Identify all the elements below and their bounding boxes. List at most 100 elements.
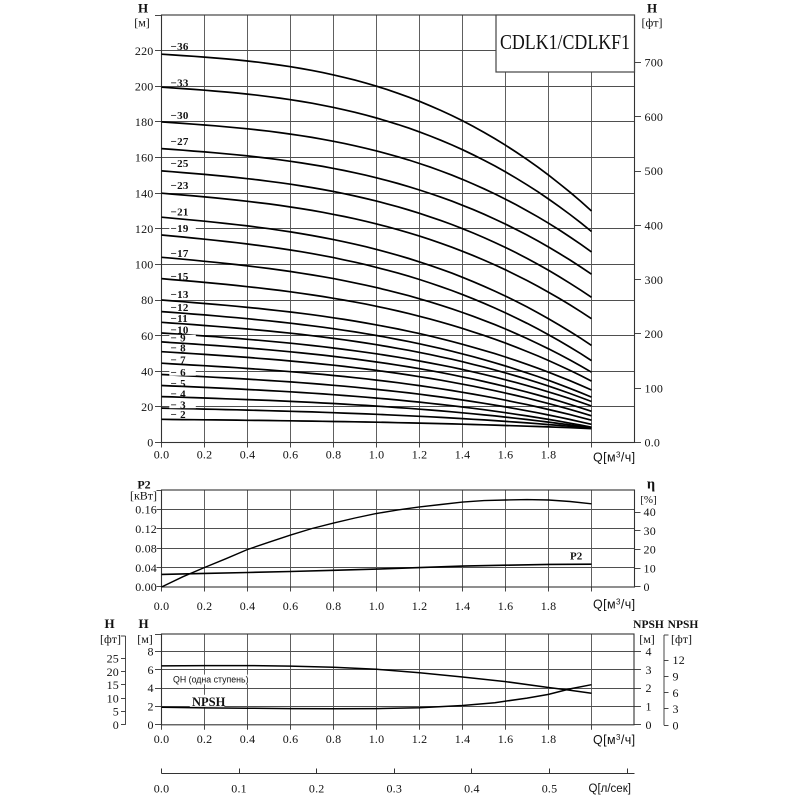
svg-text:600: 600	[645, 110, 664, 124]
svg-text:1: 1	[646, 700, 652, 714]
svg-text:1.4: 1.4	[455, 599, 471, 613]
svg-text:10: 10	[644, 562, 656, 576]
svg-text:0.2: 0.2	[197, 732, 213, 746]
svg-text:1.2: 1.2	[412, 448, 428, 462]
svg-text:− 6: − 6	[171, 367, 187, 379]
svg-text:−13: −13	[171, 289, 189, 301]
svg-text:0.6: 0.6	[283, 599, 299, 613]
svg-text:− 2: − 2	[171, 409, 187, 421]
svg-text:60: 60	[141, 329, 153, 343]
svg-text:3: 3	[673, 702, 679, 716]
svg-text:0.3: 0.3	[386, 782, 402, 796]
svg-text:0.1: 0.1	[231, 782, 247, 796]
svg-text:−27: −27	[171, 136, 189, 148]
svg-text:0: 0	[673, 718, 679, 732]
svg-text:4: 4	[148, 681, 154, 695]
svg-text:−23: −23	[171, 180, 189, 192]
svg-text:−36: −36	[171, 41, 189, 53]
svg-text:− 9: − 9	[171, 333, 187, 345]
svg-text:4: 4	[646, 644, 652, 658]
svg-text:300: 300	[645, 273, 664, 287]
svg-text:2: 2	[646, 681, 652, 695]
svg-text:10: 10	[107, 691, 119, 705]
svg-text:[м]: [м]	[137, 632, 153, 646]
svg-text:220: 220	[135, 44, 154, 58]
svg-text:−15: −15	[171, 271, 189, 283]
svg-text:0.6: 0.6	[283, 448, 299, 462]
svg-text:[фт]: [фт]	[671, 632, 692, 646]
svg-text:− 4: − 4	[171, 389, 187, 401]
svg-text:−12: −12	[171, 302, 189, 314]
svg-text:0.4: 0.4	[240, 732, 256, 746]
svg-text:1.0: 1.0	[369, 732, 385, 746]
svg-text:1.8: 1.8	[541, 732, 557, 746]
svg-text:0.0: 0.0	[154, 448, 170, 462]
svg-text:−11: −11	[171, 313, 189, 325]
svg-text:1.6: 1.6	[498, 599, 514, 613]
svg-text:400: 400	[645, 219, 664, 233]
svg-text:0.0: 0.0	[645, 436, 661, 450]
svg-text:12: 12	[673, 653, 685, 667]
svg-text:− 8: − 8	[171, 342, 187, 354]
svg-text:0.0: 0.0	[154, 782, 170, 796]
svg-text:Q[м3/ч]: Q[м3/ч]	[593, 450, 636, 464]
svg-text:0.8: 0.8	[326, 448, 342, 462]
svg-text:−30: −30	[171, 110, 189, 122]
svg-text:0: 0	[644, 580, 650, 594]
svg-text:0.00: 0.00	[135, 580, 157, 594]
svg-text:0.0: 0.0	[154, 599, 170, 613]
svg-text:0.12: 0.12	[135, 522, 157, 536]
svg-text:0.5: 0.5	[542, 782, 558, 796]
svg-text:0.4: 0.4	[240, 599, 256, 613]
svg-text:25: 25	[107, 652, 119, 666]
svg-text:0.16: 0.16	[135, 503, 157, 517]
svg-text:6: 6	[148, 663, 154, 677]
svg-text:15: 15	[107, 678, 119, 692]
svg-text:1.2: 1.2	[412, 599, 428, 613]
svg-text:NPSH: NPSH	[192, 695, 226, 709]
svg-text:20: 20	[141, 400, 153, 414]
svg-text:[м]: [м]	[134, 16, 150, 30]
svg-text:1.0: 1.0	[369, 599, 385, 613]
svg-text:40: 40	[644, 505, 656, 519]
svg-text:40: 40	[141, 365, 153, 379]
svg-text:9: 9	[673, 670, 679, 684]
svg-text:120: 120	[135, 222, 154, 236]
svg-text:H: H	[104, 616, 114, 631]
svg-text:6: 6	[673, 686, 679, 700]
svg-text:100: 100	[135, 258, 154, 272]
svg-text:P2: P2	[137, 478, 150, 492]
svg-text:0.0: 0.0	[154, 732, 170, 746]
svg-text:[фт]: [фт]	[100, 632, 121, 646]
svg-text:[%]: [%]	[640, 494, 657, 506]
svg-text:η: η	[647, 477, 655, 493]
svg-text:0: 0	[113, 718, 119, 732]
svg-text:NPSH: NPSH	[668, 619, 699, 631]
svg-text:80: 80	[141, 293, 153, 307]
svg-text:20: 20	[107, 665, 119, 679]
svg-text:0.2: 0.2	[197, 448, 213, 462]
svg-text:30: 30	[644, 524, 656, 538]
svg-text:−10: −10	[171, 325, 189, 337]
svg-text:− 7: − 7	[171, 355, 187, 367]
svg-text:3: 3	[646, 663, 652, 677]
svg-text:P2: P2	[570, 551, 583, 563]
svg-text:0.4: 0.4	[240, 448, 256, 462]
svg-text:0.6: 0.6	[283, 732, 299, 746]
svg-text:0: 0	[646, 718, 652, 732]
svg-text:Q[м3/ч]: Q[м3/ч]	[593, 598, 636, 612]
svg-text:NPSH: NPSH	[633, 619, 664, 631]
svg-text:0.08: 0.08	[135, 541, 157, 555]
svg-text:1.8: 1.8	[541, 599, 557, 613]
svg-text:H: H	[138, 1, 148, 16]
svg-text:[м]: [м]	[639, 632, 655, 646]
svg-text:−33: −33	[171, 77, 189, 89]
svg-text:Q[л/сек]: Q[л/сек]	[589, 783, 631, 795]
svg-text:5: 5	[113, 705, 119, 719]
svg-text:0.04: 0.04	[135, 561, 157, 575]
svg-text:1.0: 1.0	[369, 448, 385, 462]
svg-text:160: 160	[135, 151, 154, 165]
svg-text:200: 200	[135, 80, 154, 94]
svg-text:[фт]: [фт]	[641, 16, 662, 30]
svg-text:140: 140	[135, 186, 154, 200]
